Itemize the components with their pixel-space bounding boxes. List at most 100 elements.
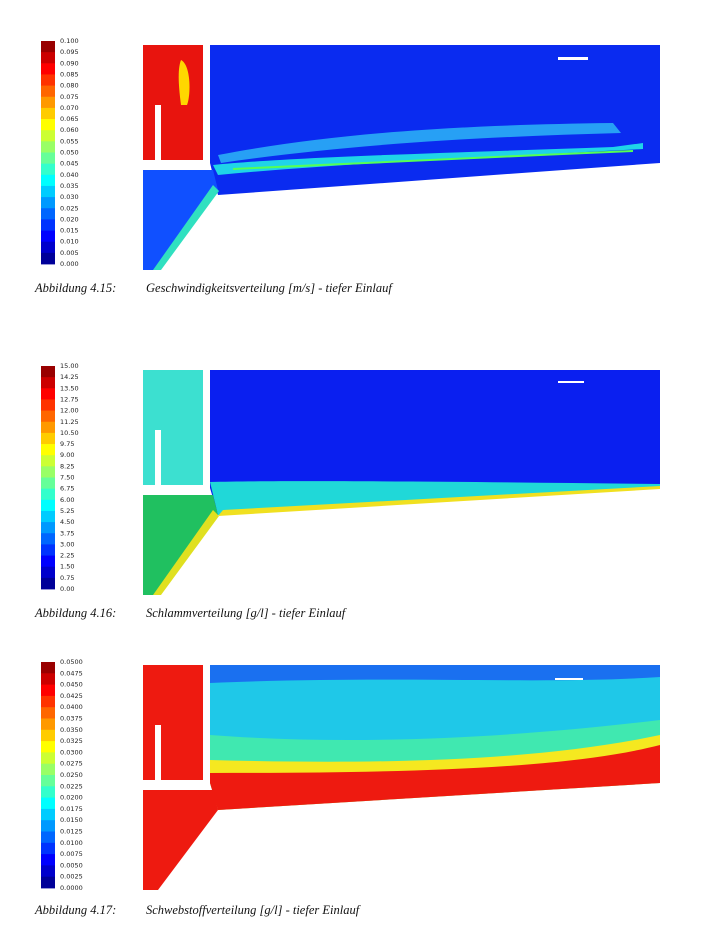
top-band [210, 665, 660, 683]
colorbar-segment [41, 488, 55, 501]
colorbar-segment [41, 752, 55, 765]
colorbar-segment [41, 566, 55, 579]
colorbar-label: 0.0325 [60, 737, 83, 745]
colorbar-label: 12.75 [60, 395, 79, 403]
wall [203, 370, 210, 470]
wall [203, 45, 210, 145]
colorbar-label: 0.0000 [60, 884, 83, 892]
colorbar-label: 0.055 [60, 137, 79, 145]
colorbar-segment [41, 388, 55, 400]
colorbar: 0.0500 0.0475 0.0450 0.0425 0.0400 0.0375 0.03… [41, 658, 83, 892]
colorbar-segment [41, 577, 55, 590]
colorbar-label: 0.0450 [60, 681, 83, 689]
colorbar-segment [41, 230, 55, 243]
colorbar-label: 0.0425 [60, 692, 83, 700]
colorbar-segment [41, 522, 55, 534]
colorbar-segment [41, 544, 55, 556]
colorbar-segment [41, 662, 55, 674]
colorbar-segment [41, 718, 55, 731]
colorbar-segment [41, 366, 55, 378]
colorbar-label: 15.00 [60, 362, 79, 370]
colorbar-label: 5.25 [60, 507, 74, 515]
colorbar-segment [41, 399, 55, 411]
colorbar-label: 0.0350 [60, 726, 83, 734]
simulation-velocity [143, 45, 660, 270]
partition [143, 160, 208, 170]
colorbar-label: 0.0150 [60, 816, 83, 824]
colorbar-segment [41, 96, 55, 109]
inlet-lower [143, 790, 218, 890]
colorbar-segment [41, 74, 55, 86]
colorbar-label: 0.0275 [60, 760, 83, 768]
colorbar: 0.100 0.095 0.090 0.085 0.080 0.075 0.070 0.065… [41, 37, 79, 268]
flow-jet [213, 143, 643, 175]
colorbar-segment [41, 775, 55, 787]
colorbar-segment [41, 466, 55, 478]
colorbar-label: 0.0175 [60, 805, 83, 813]
tank [210, 370, 660, 515]
colorbar-label: 8.25 [60, 462, 74, 470]
colorbar-label: 0.0025 [60, 873, 83, 881]
colorbar-label: 0.0500 [60, 658, 83, 666]
partition [143, 485, 208, 495]
colorbar-segment [41, 141, 55, 153]
colorbar-label: 0.095 [60, 48, 79, 56]
flow-core [232, 150, 634, 170]
colorbar-label: 0.015 [60, 227, 79, 235]
colorbar-segment [41, 432, 55, 445]
colorbar-label: 0.0300 [60, 748, 83, 756]
colorbar-segment [41, 152, 55, 165]
colorbar-label: 6.75 [60, 485, 74, 493]
colorbar-label: 0.0125 [60, 828, 83, 836]
colorbar-label: 1.50 [60, 563, 74, 571]
bottom-band [210, 745, 660, 810]
colorbar-label: 0.070 [60, 104, 79, 112]
inlet-lower [143, 170, 218, 270]
colorbar-label: 0.075 [60, 93, 79, 101]
colorbar-label: 0.0100 [60, 839, 83, 847]
colorbar-segment [41, 510, 55, 523]
caption-text: Schwebstoffverteilung [g/l] - tiefer Ein… [146, 903, 361, 917]
colorbar-label: 0.005 [60, 249, 79, 257]
colorbar-segment [41, 208, 55, 220]
caption-label: Abbildung 4.17: [34, 903, 116, 917]
colorbar-label: 6.00 [60, 496, 74, 504]
colorbar-segment [41, 455, 55, 467]
colorbar-segment [41, 52, 55, 64]
colorbar-label: 13.50 [60, 384, 79, 392]
colorbar-label: 0.045 [60, 160, 79, 168]
colorbar-label: 7.50 [60, 474, 74, 482]
colorbar-label: 0.000 [60, 260, 79, 268]
colorbar-label: 9.75 [60, 440, 74, 448]
colorbar-segment [41, 197, 55, 209]
inlet-eddy [178, 60, 190, 105]
baffle [155, 105, 161, 160]
colorbar-segment [41, 185, 55, 198]
colorbar-segment [41, 174, 55, 187]
colorbar-segment [41, 842, 55, 855]
colorbar-segment [41, 555, 55, 568]
colorbar-segment [41, 831, 55, 844]
colorbar-label: 0.065 [60, 115, 79, 123]
colorbar-segment [41, 499, 55, 512]
colorbar-segment [41, 673, 55, 685]
colorbar-segment [41, 707, 55, 719]
colorbar-label: 0.050 [60, 149, 79, 157]
colorbar-label: 0.0375 [60, 715, 83, 723]
colorbar-segment [41, 421, 55, 434]
colorbar-label: 3.00 [60, 540, 74, 548]
colorbar-segment [41, 876, 55, 889]
tank [210, 45, 660, 195]
caption-text: Geschwindigkeitsverteilung [m/s] - tiefe… [146, 281, 393, 295]
colorbar-segment [41, 163, 55, 176]
colorbar-label: 0.0050 [60, 861, 83, 869]
colorbar-label: 3.75 [60, 529, 74, 537]
colorbar-segment [41, 63, 55, 75]
colorbar-segment [41, 377, 55, 389]
colorbar-segment [41, 219, 55, 231]
partition [143, 780, 208, 790]
colorbar-label: 0.00 [60, 585, 74, 593]
colorbar-segment [41, 477, 55, 490]
colorbar-label: 2.25 [60, 552, 74, 560]
